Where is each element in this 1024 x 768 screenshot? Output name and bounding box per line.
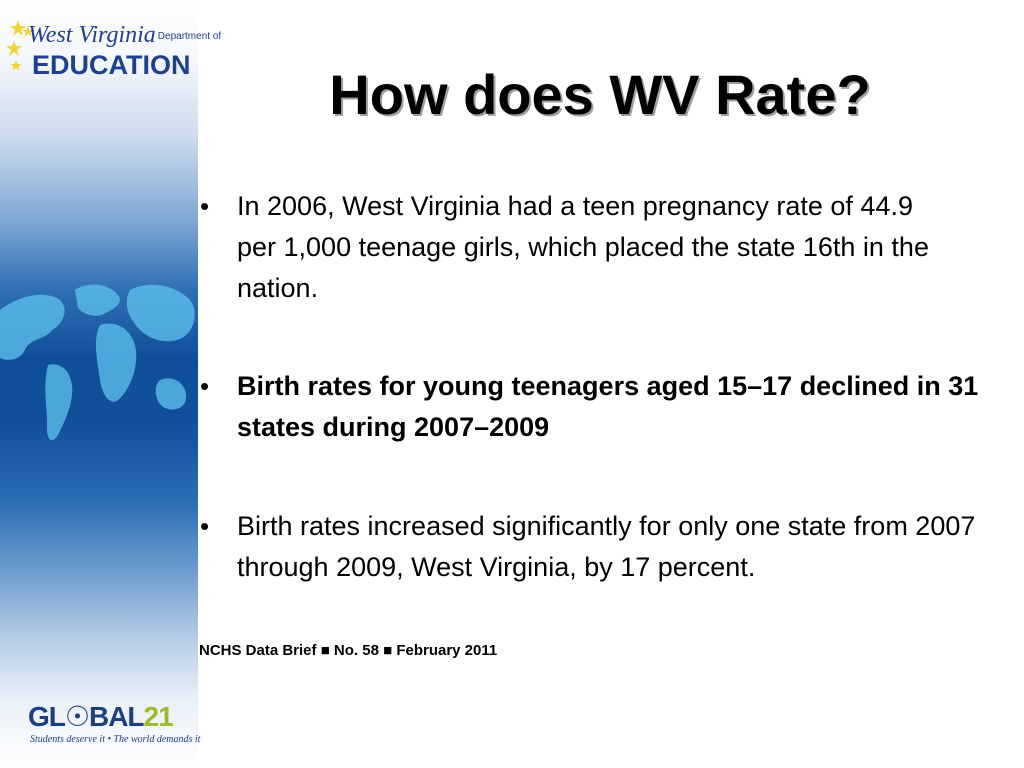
logo-state-name: West Virginia Department of xyxy=(28,22,222,48)
bullet-dot: • xyxy=(200,191,210,221)
logo-agency: EDUCATION xyxy=(32,50,191,80)
star-icon xyxy=(6,20,34,71)
global21-logo: GL☉BAL21 Students deserve it • The world… xyxy=(28,700,200,750)
wv-education-logo: West Virginia Department of EDUCATION xyxy=(6,18,221,82)
bullet-text: In 2006, West Virginia had a teen pregna… xyxy=(237,191,929,303)
bullet-text: Birth rates increased significantly for … xyxy=(237,511,976,582)
world-map-graphic xyxy=(0,284,195,441)
bullet-dot: • xyxy=(200,371,210,401)
sidebar-banner: West Virginia Department of EDUCATION GL☉… xyxy=(0,0,221,768)
global21-tagline: Students deserve it • The world demands … xyxy=(30,734,201,745)
slide-title: How does WV Rate? xyxy=(329,63,871,126)
source-citation: NCHS Data Brief ■ No. 58 ■ February 2011 xyxy=(199,642,498,659)
logo-dept-label: Department of xyxy=(157,30,222,42)
global21-wordmark: GL☉BAL21 xyxy=(28,701,174,732)
bullet-dot: • xyxy=(200,511,210,541)
bullet-text: Birth rates for young teenagers aged 15–… xyxy=(237,371,979,442)
